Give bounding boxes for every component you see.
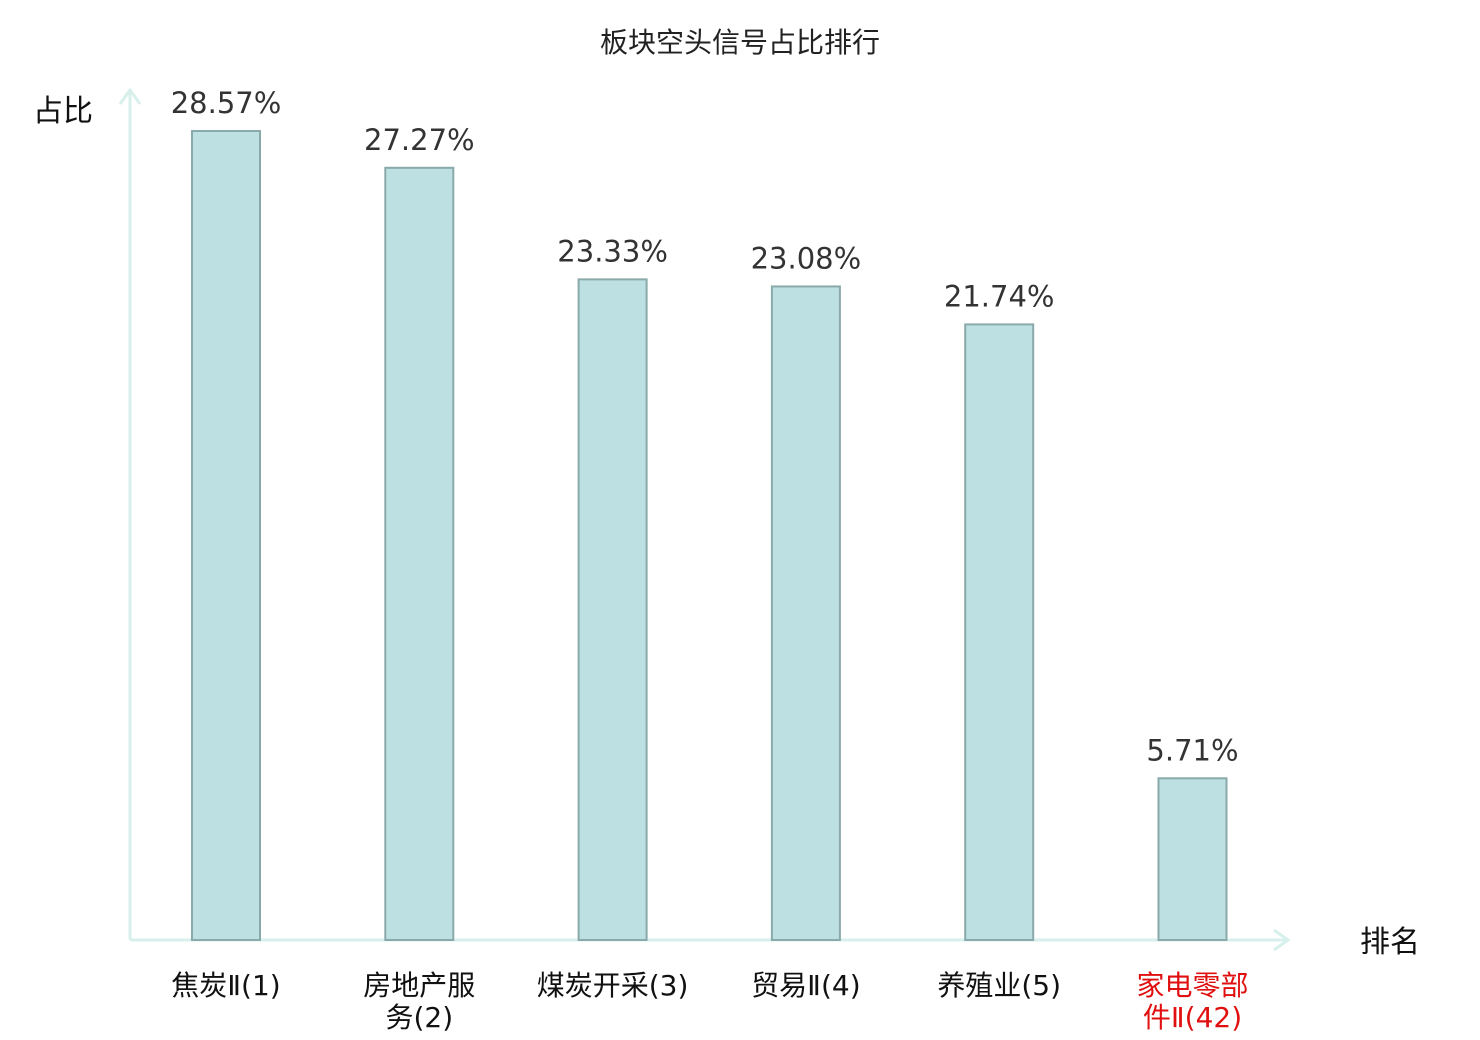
bar — [384, 166, 455, 941]
category-label: 务(2) — [385, 1001, 453, 1034]
value-labels-group: 28.57% 27.27% 23.33% 23.08% 21.74% 5.71% — [171, 86, 1239, 767]
category-label: 家电零部 — [1136, 969, 1248, 1002]
y-axis-arrow-icon — [118, 87, 142, 105]
bars-group — [191, 130, 1228, 942]
category-label: 件Ⅱ(42) — [1143, 1001, 1242, 1034]
chart-title: 板块空头信号占比排行 — [600, 26, 880, 59]
value-label: 23.08% — [751, 241, 862, 275]
category-label: 贸易Ⅱ(4) — [751, 969, 860, 1002]
category-label: 房地产服 — [363, 969, 475, 1002]
x-axis-arrow-icon — [1273, 928, 1291, 952]
value-label: 5.71% — [1146, 733, 1238, 767]
axes — [118, 87, 1291, 952]
category-label: 养殖业(5) — [937, 969, 1061, 1002]
category-label: 煤炭开采(3) — [537, 969, 689, 1002]
x-axis-label: 排名 — [1360, 925, 1420, 960]
value-label: 28.57% — [171, 86, 282, 120]
bar — [191, 130, 261, 941]
value-label: 27.27% — [364, 123, 475, 157]
category-label: 焦炭Ⅱ(1) — [171, 969, 280, 1002]
value-label: 23.33% — [557, 234, 668, 268]
bar — [770, 285, 841, 941]
value-label: 21.74% — [944, 279, 1055, 313]
bar — [577, 278, 648, 942]
bar — [964, 323, 1035, 941]
y-axis-label: 占比 — [33, 94, 93, 129]
bar — [1157, 777, 1228, 942]
